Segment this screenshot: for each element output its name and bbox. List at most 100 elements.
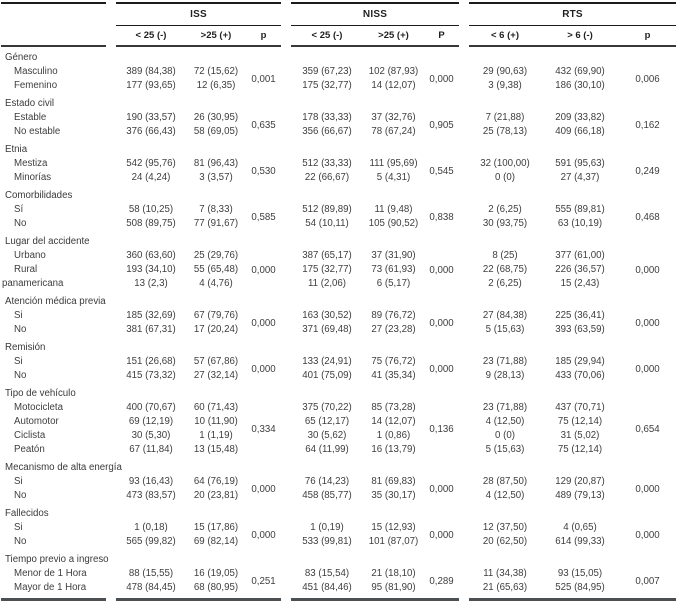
value-cell: 5 (4,31): [376, 172, 411, 183]
value-column-low: 375 (70,22) 65 (12,17) 30 (5,62) 64 (11,99): [291, 401, 363, 457]
subheader-niss: < 25 (-) >25 (+) P: [291, 26, 459, 47]
group-label-niss: NISS: [362, 9, 388, 20]
p-value: 0,000: [251, 264, 276, 276]
p-value: 0,334: [251, 423, 276, 435]
value-cell: 387 (65,17): [302, 250, 352, 261]
value-column-low: 360 (63,60) 193 (34,10) 13 (2,3): [116, 249, 186, 291]
value-column-high: 25 (29,76) 55 (65,48) 4 (4,76): [186, 249, 246, 291]
row-label-column: Si No: [1, 475, 106, 503]
value-cell: 81 (69,83): [371, 476, 416, 487]
section-group-iss: 389 (84,38) 177 (93,65) 72 (15,62) 12 (6,35…: [116, 65, 281, 93]
value-cell: 11 (34,38): [483, 568, 527, 579]
value-cell: 65 (12,17): [304, 416, 350, 427]
group-header-niss: NISS: [291, 2, 459, 26]
row-label: Sí: [14, 204, 24, 215]
value-column-high: 37 (32,76) 78 (67,24): [363, 111, 424, 139]
value-column-low: 27 (84,38) 5 (15,63): [469, 309, 541, 337]
value-column-low: 133 (24,91) 401 (75,09): [291, 355, 363, 383]
value-cell: 57 (67,86): [193, 356, 239, 367]
value-column-high: 75 (76,72) 41 (35,34): [363, 355, 424, 383]
row-label: Si: [14, 310, 23, 321]
value-cell: 54 (10,11): [305, 218, 349, 229]
value-column-high: 16 (19,05) 68 (80,95): [186, 567, 246, 595]
p-value: 0,000: [251, 363, 276, 375]
value-cell: 186 (30,10): [555, 80, 605, 91]
value-cell: 512 (33,33): [302, 158, 352, 169]
row-label-column: Masculino Femenino: [1, 65, 106, 93]
section-group-niss: 163 (30,52) 371 (69,48) 89 (76,72) 27 (23,2…: [291, 309, 459, 337]
col-head-rts-p: p: [644, 30, 651, 41]
value-cell: 512 (89,89): [302, 204, 352, 215]
section-group-niss: 133 (24,91) 401 (75,09) 75 (76,72) 41 (35,3…: [291, 355, 459, 383]
value-column-low: 512 (89,89) 54 (10,11): [291, 203, 363, 231]
value-cell: 193 (34,10): [126, 264, 176, 275]
section-title: Etnia: [5, 144, 28, 155]
value-cell: 7 (8,33): [199, 204, 233, 215]
value-cell: 68 (80,95): [193, 582, 239, 593]
col-head-niss-low: < 25 (-): [311, 30, 343, 41]
row-label: panamericana: [2, 278, 64, 289]
value-cell: 15 (12,93): [371, 522, 416, 533]
value-cell: 25 (78,13): [482, 126, 528, 137]
row-label-column: Urbano Rural panamericana: [1, 249, 106, 291]
table-section: Tipo de vehículo Motocicleta Automotor Cicl…: [1, 383, 676, 457]
value-column-low: 190 (33,57) 376 (66,43): [116, 111, 186, 139]
bottom-rule-segment: [291, 598, 459, 601]
value-cell: 20 (23,81): [193, 490, 239, 501]
value-cell: 432 (69,90): [555, 66, 605, 77]
value-cell: 64 (76,19): [193, 476, 239, 487]
section-body: Motocicleta Automotor Ciclista Peatón 400 (7…: [1, 401, 676, 457]
value-column-low: 400 (70,67) 69 (12,19) 30 (5,30) 67 (11,84): [116, 401, 186, 457]
value-cell: 393 (63,59): [555, 324, 605, 335]
section-group-rts: 23 (71,88) 4 (12,50) 0 (0) 5 (15,63) 437 (70…: [469, 401, 676, 457]
value-column-low: 178 (33,33) 356 (66,67): [291, 111, 363, 139]
value-column-high: 15 (17,86) 69 (82,14): [186, 521, 246, 549]
row-label: Mayor de 1 Hora: [14, 582, 87, 593]
value-column-high: 60 (71,43) 10 (11,90) 1 (1,19) 13 (15,48): [186, 401, 246, 457]
value-cell: 555 (89,81): [555, 204, 605, 215]
value-cell: 60 (71,43): [193, 402, 239, 413]
value-column-high: 11 (9,48) 105 (90,52): [363, 203, 424, 231]
section-group-rts: 2 (6,25) 30 (93,75) 555 (89,81) 63 (10,19) 0…: [469, 203, 676, 231]
value-cell: 89 (76,72): [371, 310, 416, 321]
value-cell: 75 (12,14): [557, 416, 603, 427]
p-value: 0,635: [251, 119, 276, 131]
value-column-low: 7 (21,88) 25 (78,13): [469, 111, 541, 139]
value-cell: 78 (67,24): [371, 126, 416, 137]
value-cell: 451 (84,46): [302, 582, 352, 593]
value-column-high: 21 (18,10) 95 (81,90): [363, 567, 424, 595]
value-cell: 4 (0,65): [563, 522, 597, 533]
value-cell: 381 (67,31): [126, 324, 176, 335]
p-value: 0,000: [251, 483, 276, 495]
value-column-high: 111 (95,69) 5 (4,31): [363, 157, 424, 185]
value-cell: 129 (20,87): [555, 476, 605, 487]
value-cell: 73 (61,93): [371, 264, 416, 275]
bottom-rule-segment: [116, 598, 281, 601]
value-cell: 4 (12,50): [485, 490, 525, 501]
row-label-column: Motocicleta Automotor Ciclista Peatón: [1, 401, 106, 457]
value-cell: 12 (6,35): [196, 80, 236, 91]
value-column-low: 389 (84,38) 177 (93,65): [116, 65, 186, 93]
subheader-iss: < 25 (-) >25 (+) p: [116, 26, 281, 47]
value-column-low: 28 (87,50) 4 (12,50): [469, 475, 541, 503]
value-cell: 5 (15,63): [485, 444, 525, 455]
group-header-row: ISS NISS RTS: [1, 2, 676, 26]
p-value: 0,000: [429, 73, 454, 85]
value-column-high: 185 (29,94) 433 (70,06): [541, 355, 619, 383]
table-section: Género Masculino Femenino 389 (84,38) 177 (9…: [1, 47, 676, 93]
row-label-column: Sí No: [1, 203, 106, 231]
table-section: Lugar del accidente Urbano Rural panamerica…: [1, 231, 676, 291]
value-cell: 175 (32,77): [302, 264, 352, 275]
row-label: Estable: [14, 112, 47, 123]
value-cell: 85 (73,28): [371, 402, 416, 413]
p-value: 0,000: [429, 317, 454, 329]
value-cell: 77 (91,67): [193, 218, 239, 229]
value-cell: 4 (4,76): [199, 278, 233, 289]
value-cell: 14 (12,07): [371, 416, 416, 427]
section-group-rts: 7 (21,88) 25 (78,13) 209 (33,82) 409 (66,18…: [469, 111, 676, 139]
row-label: Urbano: [14, 250, 46, 261]
value-cell: 75 (76,72): [371, 356, 416, 367]
value-cell: 11 (2,06): [307, 278, 347, 289]
value-column-low: 93 (16,43) 473 (83,57): [116, 475, 186, 503]
value-cell: 28 (87,50): [482, 476, 528, 487]
